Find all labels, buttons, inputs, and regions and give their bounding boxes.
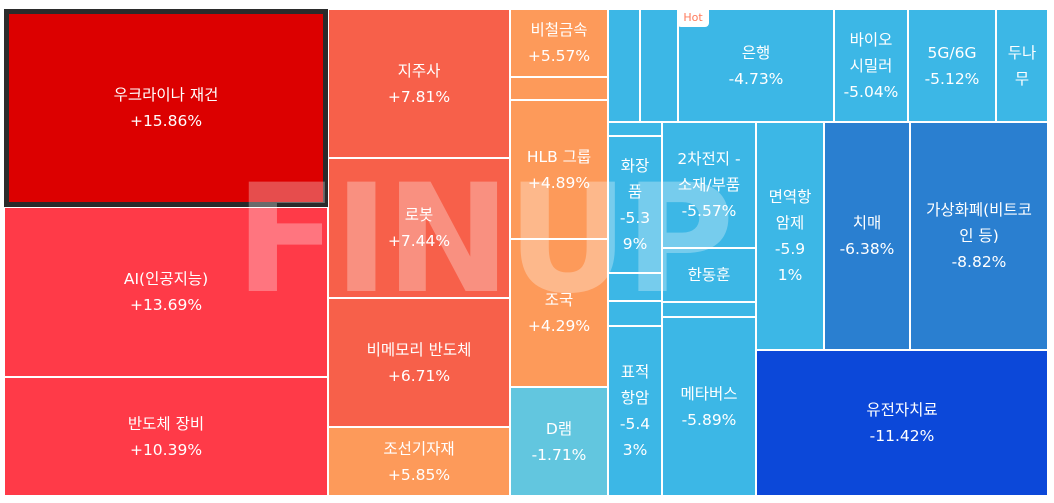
tile-change-percent: +5.85% <box>387 465 451 484</box>
tile-targeted-anticancer[interactable]: 표적 항암 -5.4 3% <box>608 326 662 496</box>
tile-name: 바이오 시밀러 <box>849 30 893 75</box>
tile-name: D램 <box>545 419 573 438</box>
tile-change-percent: -5.04% <box>843 82 899 101</box>
tile-dunamu[interactable]: 두나 무 <box>996 9 1048 122</box>
tile-name: 한동훈 <box>687 266 731 284</box>
tile-name: 메타버스 <box>680 384 738 403</box>
tile-change-percent: +15.86% <box>129 112 203 130</box>
tile-change-percent: +5.57% <box>527 47 591 65</box>
tile-semi-equip[interactable]: 반도체 장비 +10.39% <box>4 377 328 496</box>
tile-blue-empty-3[interactable] <box>608 122 662 136</box>
tile-non-memory[interactable]: 비메모리 반도체 +6.71% <box>328 298 510 427</box>
tile-name: 면역항 암제 <box>768 188 812 232</box>
tile-change-percent: -5.4 3% <box>619 415 651 459</box>
tile-name: 우크라이나 재건 <box>113 86 219 104</box>
hot-badge: Hot <box>677 9 709 27</box>
tile-battery-materials[interactable]: 2차전지 - 소재/부품 -5.57% <box>662 122 756 248</box>
tile-5g[interactable]: 5G/6G -5.12% <box>908 9 996 122</box>
tile-change-percent: +7.44% <box>387 232 451 250</box>
tile-immuno-anticancer[interactable]: 면역항 암제 -5.9 1% <box>756 122 824 350</box>
tile-change-percent: -1.71% <box>531 445 587 464</box>
tile-biosimilar[interactable]: 바이오 시밀러 -5.04% <box>834 9 908 122</box>
tile-name: 치매 <box>852 214 882 232</box>
tile-name: 지주사 <box>397 61 441 80</box>
tile-name: 로봇 <box>404 206 434 224</box>
tile-ai[interactable]: AI(인공지능) +13.69% <box>4 207 328 377</box>
tile-name: 조선기자재 <box>383 439 455 458</box>
tile-cosmetics[interactable]: 화장 품 -5.3 9% <box>608 136 662 273</box>
tile-blue-empty-4[interactable] <box>608 273 662 301</box>
tile-ukraine-rebuild[interactable]: 우크라이나 재건 +15.86% <box>4 9 328 207</box>
tile-dram[interactable]: D램 -1.71% <box>510 387 608 496</box>
tile-shipbuilding[interactable]: 조선기자재 +5.85% <box>328 427 510 496</box>
tile-change-percent: -4.73% <box>728 69 784 88</box>
tile-change-percent: +10.39% <box>129 440 203 459</box>
tile-name: 비철금속 <box>530 21 588 39</box>
tile-dementia[interactable]: 치매 -6.38% <box>824 122 910 350</box>
tile-holding[interactable]: 지주사 +7.81% <box>328 9 510 158</box>
tile-change-percent: +13.69% <box>129 296 203 314</box>
tile-name: HLB 그룹 <box>526 147 592 166</box>
tile-name: 두나 무 <box>1007 43 1037 88</box>
tile-name: 반도체 장비 <box>127 414 205 433</box>
tile-change-percent: +6.71% <box>387 366 451 385</box>
tile-gene-therapy[interactable]: 유전자치료 -11.42% <box>756 350 1048 496</box>
tile-change-percent: +7.81% <box>387 87 451 106</box>
tile-change-percent: -6.38% <box>839 240 895 258</box>
tile-hlb[interactable]: HLB 그룹 +4.89% <box>510 100 608 239</box>
tile-name: 화장 품 <box>620 156 650 201</box>
tile-change-percent: +4.29% <box>527 317 591 335</box>
tile-change-percent: -5.12% <box>924 69 980 88</box>
tile-bank[interactable]: 은행 -4.73% <box>678 9 834 122</box>
tile-name: 유전자치료 <box>866 401 938 419</box>
tile-nonferrous[interactable]: 비철금속 +5.57% <box>510 9 608 77</box>
tile-change-percent: -5.3 9% <box>619 208 651 253</box>
tile-blue-empty-5[interactable] <box>608 301 662 326</box>
tile-change-percent: -5.57% <box>681 202 737 220</box>
tile-blue-empty-2[interactable] <box>640 9 678 122</box>
tile-metaverse[interactable]: 메타버스 -5.89% <box>662 317 756 496</box>
tile-han-dong-hoon[interactable]: 한동훈 <box>662 248 756 302</box>
tile-robot[interactable]: 로봇 +7.44% <box>328 158 510 298</box>
tile-change-percent: -11.42% <box>869 427 935 445</box>
tile-orange-empty[interactable] <box>510 77 608 100</box>
tile-change-percent: -5.89% <box>681 410 737 429</box>
tile-crypto[interactable]: 가상화폐(비트코 인 등) -8.82% <box>910 122 1048 350</box>
tile-name: 비메모리 반도체 <box>366 340 472 359</box>
tile-name: 가상화폐(비트코 인 등) <box>926 201 1032 245</box>
tile-name: 조국 <box>544 291 574 309</box>
tile-name: 2차전지 - 소재/부품 <box>677 150 741 194</box>
tile-change-percent: -8.82% <box>951 253 1007 271</box>
tile-name: 은행 <box>741 43 771 62</box>
tile-blue-empty-6[interactable] <box>662 302 756 317</box>
tile-name: 5G/6G <box>927 43 977 62</box>
tile-cho-kuk[interactable]: 조국 +4.29% <box>510 239 608 387</box>
tile-change-percent: +4.89% <box>527 173 591 192</box>
tile-change-percent: -5.9 1% <box>774 240 806 284</box>
tile-blue-empty-1[interactable] <box>608 9 640 122</box>
tile-name: AI(인공지능) <box>123 270 209 288</box>
tile-name: 표적 항암 <box>620 363 650 407</box>
